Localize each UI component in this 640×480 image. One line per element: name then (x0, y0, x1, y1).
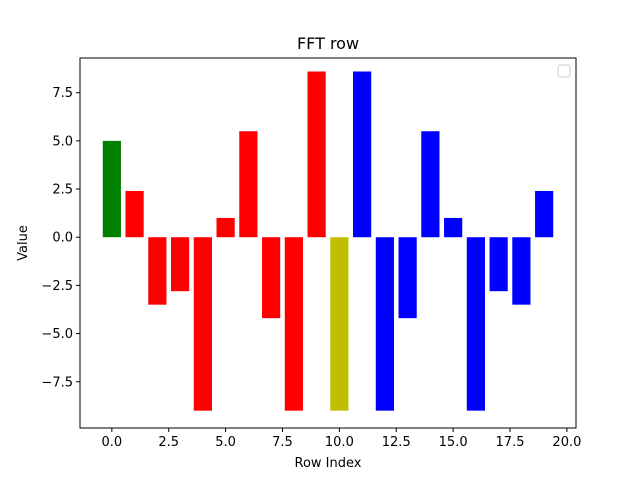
plot-frame (79, 57, 577, 429)
bar-19 (535, 190, 554, 238)
bar-16 (466, 237, 485, 411)
y-tick-label: 7.5 (52, 86, 73, 101)
x-tick-label: 15.0 (439, 435, 468, 450)
bar-1 (125, 190, 144, 238)
x-tick-label: 5.0 (215, 435, 236, 450)
bar-8 (284, 237, 303, 411)
bar-6 (239, 131, 258, 238)
bar-17 (489, 237, 508, 292)
y-tick-label: 0.0 (52, 231, 73, 246)
legend (557, 64, 571, 78)
bar-13 (398, 237, 417, 319)
bar-12 (375, 237, 394, 411)
bar-15 (444, 217, 463, 238)
x-tick-label: 10.0 (325, 435, 354, 450)
bar-3 (171, 237, 190, 292)
x-tick-label: 20.0 (552, 435, 581, 450)
bar-4 (193, 237, 212, 411)
x-tick-label: 0.0 (102, 435, 123, 450)
x-tick-label: 2.5 (158, 435, 179, 450)
x-axis-label: Row Index (295, 456, 362, 471)
y-axis-label: Value (16, 225, 31, 261)
y-tick-label: 5.0 (52, 134, 73, 149)
y-tick-label: −7.5 (41, 375, 73, 390)
bar-2 (148, 237, 167, 305)
x-tick-label: 7.5 (272, 435, 293, 450)
y-tick-label: −2.5 (41, 279, 73, 294)
bar-7 (262, 237, 281, 319)
y-axis-ticks: −7.5 −5.0 −2.5 0.0 2.5 5.0 7.5 (41, 86, 80, 390)
bar-10 (330, 237, 349, 411)
y-tick-label: 2.5 (52, 183, 73, 198)
x-tick-label: 12.5 (382, 435, 411, 450)
y-tick-label: −5.0 (41, 327, 73, 342)
x-tick-label: 17.5 (496, 435, 525, 450)
bar-0 (102, 140, 121, 238)
bar-14 (421, 131, 440, 238)
bar-9 (307, 71, 326, 238)
bars-group (102, 71, 554, 411)
bar-11 (353, 71, 372, 238)
bar-18 (512, 237, 531, 305)
x-axis-ticks: 0.0 2.5 5.0 7.5 10.0 12.5 15.0 17.5 20.0 (102, 428, 581, 450)
legend-box-frame (557, 64, 571, 78)
bar-5 (216, 217, 235, 238)
chart-title: FFT row (297, 34, 359, 53)
